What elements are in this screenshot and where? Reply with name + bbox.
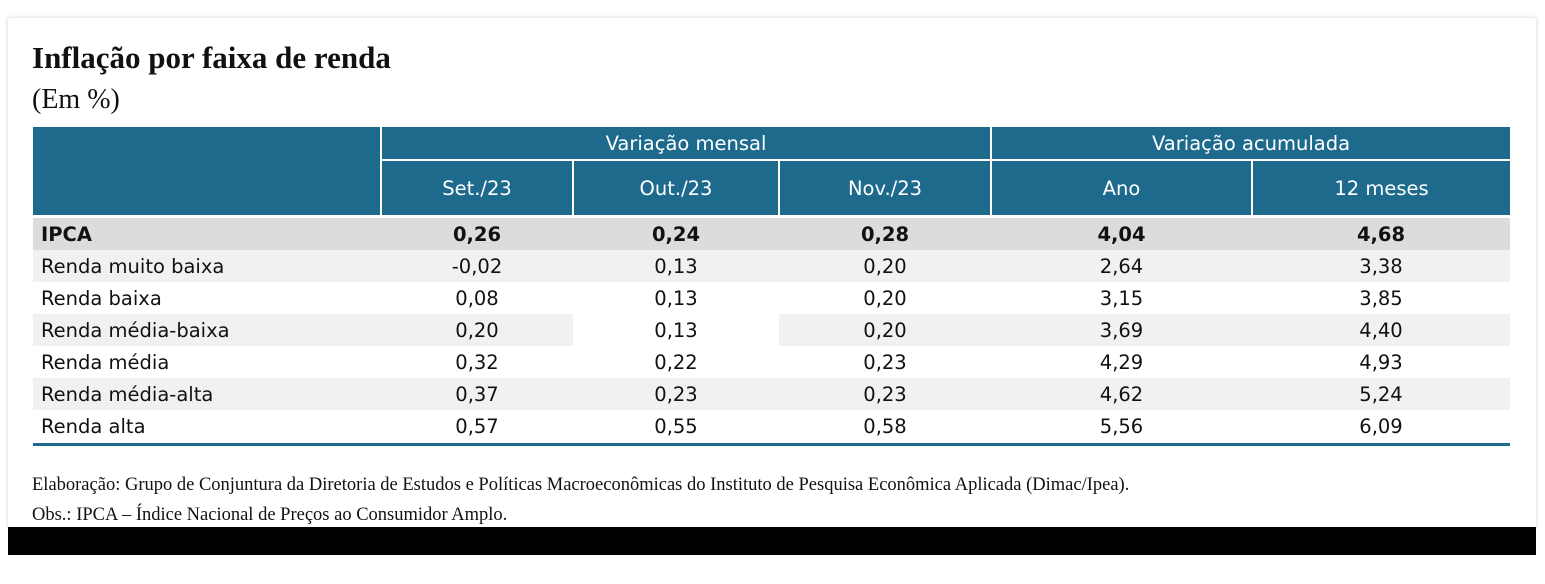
- obs-note: Obs.: IPCA – Índice Nacional de Preços a…: [32, 505, 508, 525]
- table-cell: 5,24: [1252, 378, 1511, 410]
- table-cell: 4,29: [1099, 350, 1144, 374]
- table-cell: 0,20: [779, 314, 991, 346]
- inflation-table: Variação mensal Variação acumulada Set./…: [33, 127, 1511, 446]
- row-label: Renda média-alta: [33, 378, 381, 410]
- header-group-cumulative: Variação acumulada: [989, 127, 1511, 161]
- row-label: Renda média: [41, 350, 170, 374]
- table-row: Renda muito baixa -0,02 0,13 0,20 2,64 3…: [33, 250, 1511, 282]
- table-row: Renda média 0,32 0,22 0,23 4,29 4,93: [33, 346, 1510, 378]
- table-subtitle: (Em %): [32, 84, 120, 115]
- source-note: Elaboração: Grupo de Conjuntura da Diret…: [32, 475, 1130, 495]
- table-cell: 0,22: [654, 350, 698, 374]
- column-header-set23: Set./23: [380, 160, 573, 217]
- table-cell: 0,37: [381, 378, 573, 410]
- table-cell: 0,23: [573, 378, 779, 410]
- table-cell: 0,20: [863, 286, 907, 310]
- table-row: Renda alta 0,57 0,55 0,58 5,56 6,09: [33, 410, 1511, 446]
- table-cell: 4,93: [1359, 350, 1403, 374]
- table-row: IPCA 0,26 0,24 0,28 4,04 4,68: [33, 215, 1511, 250]
- table-cell: 0,20: [779, 250, 991, 282]
- row-label: Renda média-baixa: [33, 314, 381, 346]
- table-notes: Elaboração: Grupo de Conjuntura da Diret…: [32, 470, 1532, 530]
- table-cell: 0,58: [779, 410, 991, 446]
- table-cell: 0,23: [779, 378, 991, 410]
- table-cell: 4,68: [1252, 215, 1511, 250]
- table-cell: 0,32: [455, 350, 499, 374]
- row-label: IPCA: [33, 215, 381, 250]
- table-cell: 0,20: [381, 314, 573, 346]
- column-header-ano: Ano: [990, 160, 1252, 217]
- table-cell: 5,56: [991, 410, 1252, 446]
- table-cell: 4,04: [991, 215, 1252, 250]
- column-header-out23: Out./23: [572, 160, 779, 217]
- table-card: Inflação por faixa de renda (Em %) Varia…: [8, 18, 1536, 528]
- table-row: Renda média-baixa 0,20 0,13 0,20 3,69 4,…: [33, 314, 1511, 346]
- table-cell: 3,69: [991, 314, 1252, 346]
- table-cell: 0,13: [654, 286, 698, 310]
- table-cell: 3,38: [1252, 250, 1511, 282]
- column-header-nov23: Nov./23: [778, 160, 991, 217]
- table-cell: 4,40: [1252, 314, 1511, 346]
- table-cell: 3,85: [1359, 286, 1403, 310]
- table-cell: 0,55: [573, 410, 779, 446]
- footer-bar: [8, 527, 1536, 555]
- table-cell: 0,57: [381, 410, 573, 446]
- table-cell: 0,26: [381, 215, 573, 250]
- table-cell: 6,09: [1252, 410, 1511, 446]
- row-label: Renda muito baixa: [33, 250, 381, 282]
- table-cell: -0,02: [381, 250, 573, 282]
- table-cell: 3,15: [1099, 286, 1144, 310]
- table-title: Inflação por faixa de renda: [32, 40, 391, 75]
- table-cell: 4,62: [991, 378, 1252, 410]
- table-cell: 2,64: [991, 250, 1252, 282]
- table-row: Renda média-alta 0,37 0,23 0,23 4,62 5,2…: [33, 378, 1511, 410]
- header-group-monthly: Variação mensal: [380, 127, 991, 161]
- table-cell: 0,23: [863, 350, 907, 374]
- table-cell: 0,24: [573, 215, 779, 250]
- header-corner: [33, 127, 381, 217]
- table-row: Renda baixa 0,08 0,13 0,20 3,15 3,85: [33, 282, 1510, 314]
- column-header-12-meses: 12 meses: [1250, 160, 1511, 217]
- table-cell: 0,08: [455, 286, 499, 310]
- table-cell: 0,13: [573, 314, 779, 346]
- table-cell: 0,13: [573, 250, 779, 282]
- table-cell: 0,28: [779, 215, 991, 250]
- row-label: Renda alta: [33, 410, 381, 446]
- row-label: Renda baixa: [41, 286, 162, 310]
